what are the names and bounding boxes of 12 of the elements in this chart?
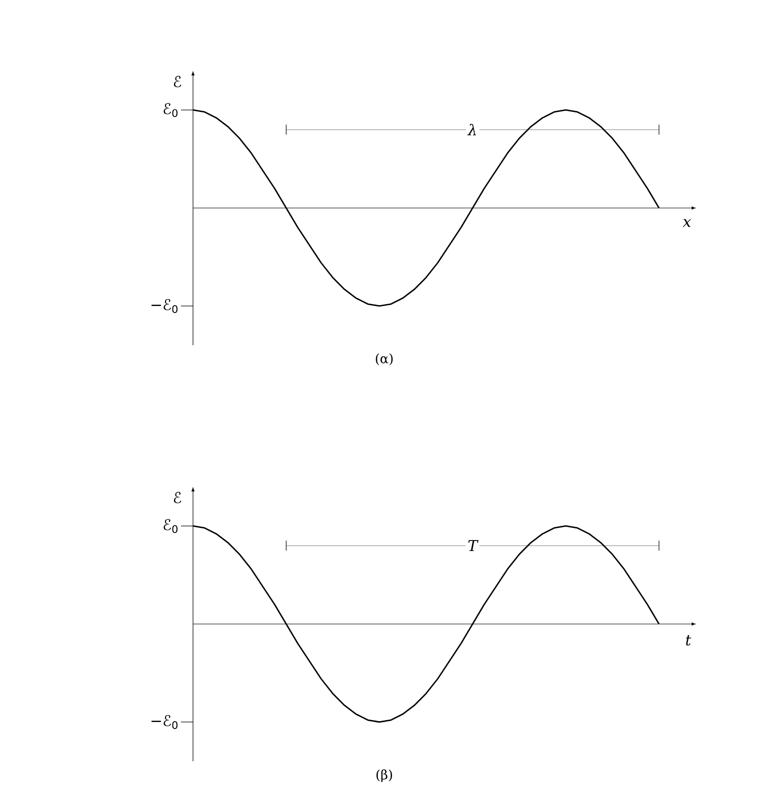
text: −ℰ$_{0}$: [152, 298, 178, 314]
y-axis-title: ℰ: [174, 492, 182, 504]
annotation: λ: [467, 124, 476, 136]
x-axis-title: t: [686, 635, 692, 646]
y-axis-title: ℰ: [174, 76, 182, 88]
text: ℰ$_{0}$: [164, 518, 178, 534]
text: −ℰ$_{0}$: [152, 714, 178, 730]
x-axis-title: x: [682, 219, 691, 227]
text: (α): [376, 353, 393, 366]
text: (β): [376, 769, 392, 782]
annotation: T: [468, 540, 478, 552]
text: ℰ$_{0}$: [164, 102, 178, 118]
